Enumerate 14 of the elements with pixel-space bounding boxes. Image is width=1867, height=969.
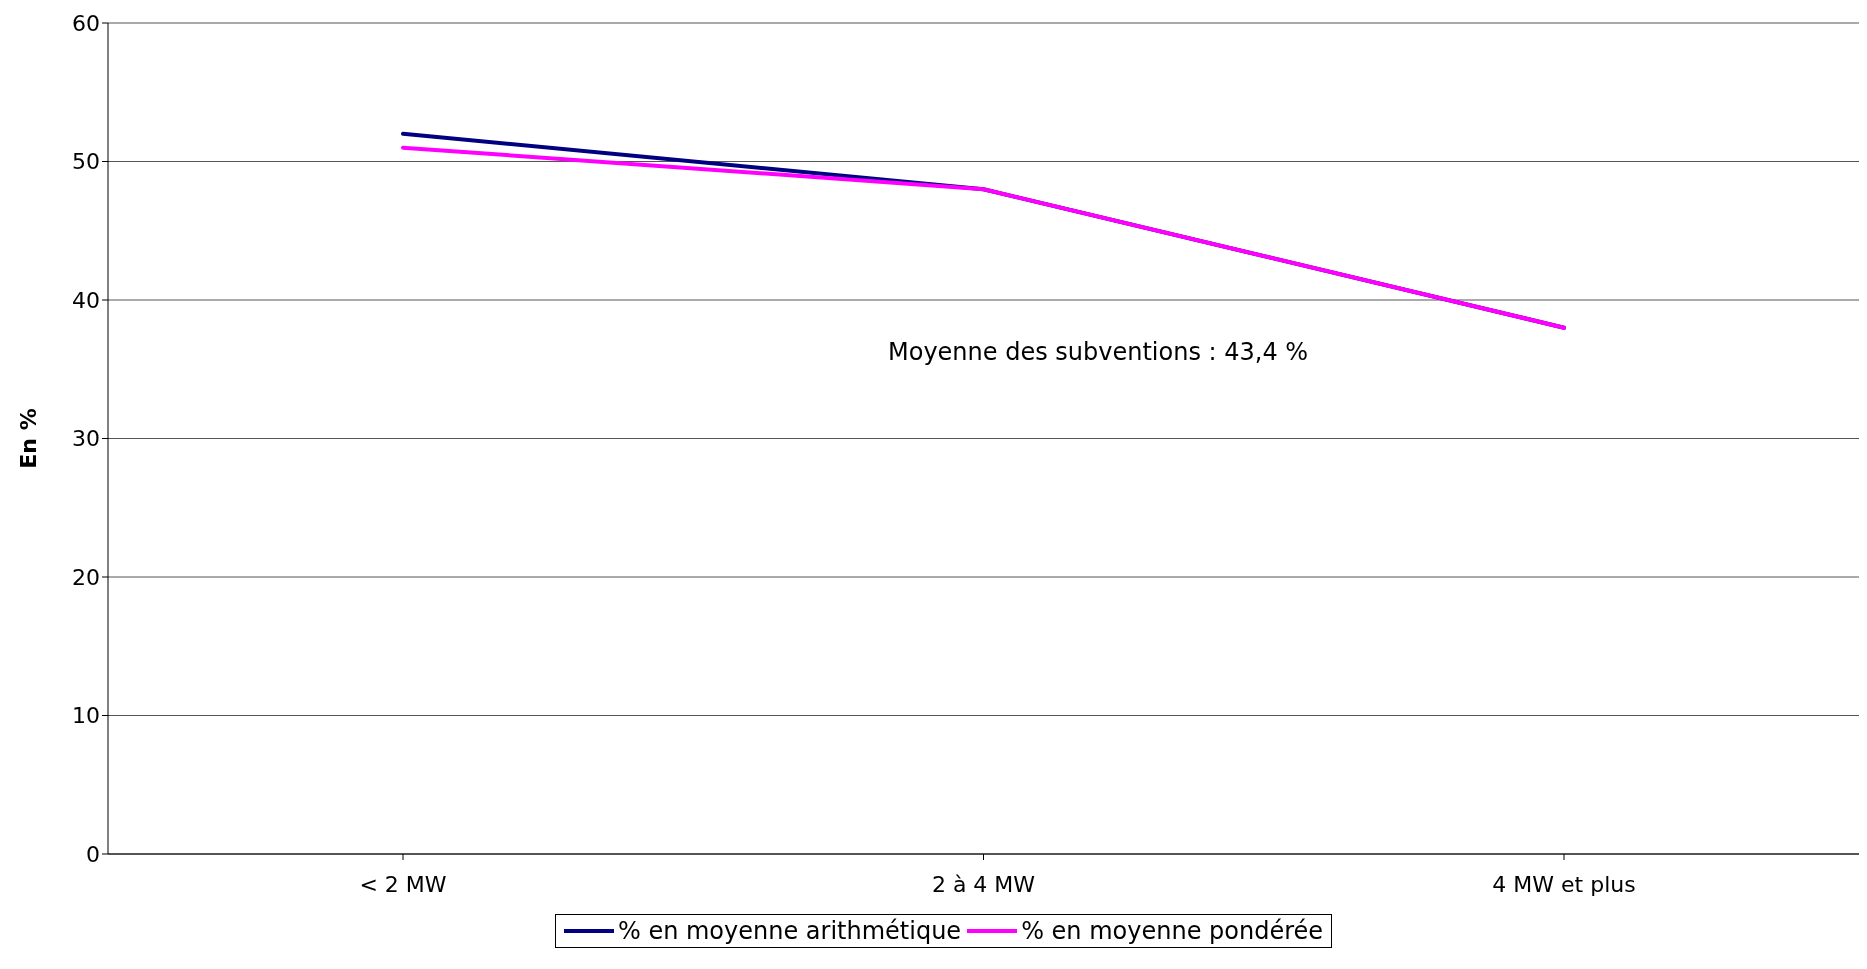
legend-label: % en moyenne arithmétique (617, 917, 962, 945)
y-tick-label: 10 (72, 703, 100, 729)
x-tick-label: 2 à 4 MW (931, 871, 1036, 897)
annotation: Moyenne des subventions : 43,4 % (888, 338, 1309, 366)
y-tick-label: 0 (86, 841, 100, 867)
y-tick-label: 30 (72, 426, 100, 452)
y-tick-label: 40 (72, 287, 100, 313)
x-tick-label: 4 MW et plus (1492, 871, 1636, 897)
legend-label: % en moyenne pondérée (1021, 917, 1324, 945)
y-axis-title: En % (15, 408, 41, 469)
x-tick-label: < 2 MW (359, 871, 447, 897)
y-tick-label: 60 (72, 10, 100, 36)
y-tick-label: 50 (72, 149, 100, 175)
y-tick-label: 20 (72, 564, 100, 590)
